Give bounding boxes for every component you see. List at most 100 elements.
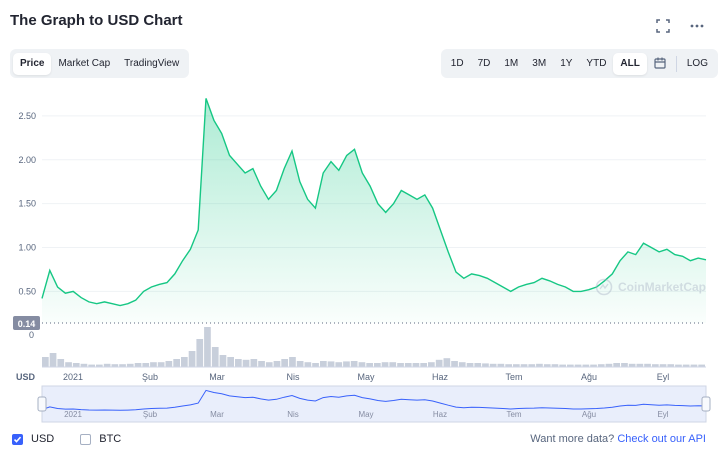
navigator[interactable]: 2021 Şub Mar Nis May Haz Tem Ağu Eyl bbox=[37, 385, 711, 423]
volume-bar bbox=[644, 363, 651, 367]
volume-bar bbox=[458, 362, 466, 367]
tab-tradingview[interactable]: TradingView bbox=[124, 57, 180, 69]
volume-bar bbox=[204, 327, 211, 367]
volume-bar bbox=[57, 359, 65, 367]
y-tick-label: 2.50 bbox=[18, 111, 36, 121]
volume-bar bbox=[428, 362, 435, 367]
volume-bar bbox=[505, 364, 512, 367]
navigator-label: Şub bbox=[143, 410, 158, 419]
price-area bbox=[42, 98, 706, 324]
chart-type-tabs: Price Market Cap TradingView bbox=[10, 49, 190, 78]
volume-bar bbox=[551, 364, 559, 367]
volume-bar bbox=[582, 364, 590, 367]
volume-bar bbox=[327, 361, 335, 367]
volume-bar bbox=[289, 357, 296, 367]
navigator-handle-right[interactable] bbox=[701, 396, 711, 412]
volume-bar bbox=[404, 363, 412, 367]
volume-bar bbox=[312, 363, 319, 367]
volume-bar bbox=[42, 357, 49, 367]
x-tick-label: Şub bbox=[142, 372, 158, 382]
volume-bar bbox=[381, 362, 389, 367]
chart-toolbar-icons bbox=[654, 17, 706, 35]
volume-bar bbox=[528, 364, 536, 367]
usd-checkbox[interactable] bbox=[12, 433, 23, 445]
range-3m[interactable]: 3M bbox=[532, 57, 547, 69]
tab-price[interactable]: Price bbox=[13, 52, 52, 75]
volume-zero-label: 0 bbox=[29, 330, 34, 340]
range-all[interactable]: ALL bbox=[613, 52, 647, 75]
volume-bar bbox=[304, 362, 312, 367]
range-1m[interactable]: 1M bbox=[504, 57, 519, 69]
volume-bar bbox=[374, 363, 381, 367]
volume-bar bbox=[497, 363, 505, 367]
volume-bar bbox=[474, 363, 482, 367]
volume-bar bbox=[451, 361, 458, 367]
volume-bar bbox=[72, 363, 80, 367]
volume-bar bbox=[513, 364, 520, 367]
volume-bar bbox=[435, 359, 443, 367]
volume-bar bbox=[103, 363, 111, 367]
volume-bar bbox=[397, 363, 404, 367]
volume-bar bbox=[597, 364, 605, 367]
volume-bar bbox=[690, 364, 698, 367]
volume-bar bbox=[188, 351, 196, 367]
volume-bar bbox=[273, 361, 281, 367]
current-price-label: 0.14 bbox=[18, 319, 36, 329]
range-7d[interactable]: 7D bbox=[477, 57, 491, 69]
x-tick-label: May bbox=[357, 372, 375, 382]
calendar-icon[interactable] bbox=[647, 53, 673, 75]
volume-bar bbox=[412, 363, 420, 367]
range-ytd[interactable]: YTD bbox=[586, 57, 607, 69]
log-scale-toggle[interactable]: LOG bbox=[686, 57, 708, 69]
volume-bar bbox=[88, 364, 95, 367]
volume-bar bbox=[605, 363, 613, 367]
volume-bar bbox=[265, 362, 273, 367]
range-1y[interactable]: 1Y bbox=[560, 57, 573, 69]
volume-bar bbox=[682, 364, 690, 367]
navigator-label: Tem bbox=[506, 410, 521, 419]
more-horizontal-icon[interactable] bbox=[688, 17, 706, 35]
volume-bar bbox=[219, 355, 227, 367]
volume-bar bbox=[675, 364, 682, 367]
navigator-labels: 2021 Şub Mar Nis May Haz Tem Ağu Eyl bbox=[64, 410, 669, 419]
navigator-label: Ağu bbox=[582, 410, 596, 419]
x-axis: 2021 Şub Mar Nis May Haz Tem Ağu Eyl bbox=[63, 372, 669, 382]
volume-bar bbox=[157, 362, 165, 367]
navigator-label: Haz bbox=[433, 410, 447, 419]
fullscreen-icon[interactable] bbox=[654, 17, 672, 35]
volume-bar bbox=[250, 359, 258, 367]
volume-bar bbox=[134, 363, 142, 367]
volume-bar bbox=[659, 364, 667, 367]
volume-bar bbox=[343, 361, 350, 367]
volume-bar bbox=[628, 363, 636, 367]
btc-checkbox[interactable] bbox=[80, 433, 92, 445]
x-tick-label: Tem bbox=[505, 372, 522, 382]
volume-bar bbox=[420, 363, 427, 367]
chart-title: The Graph to USD Chart bbox=[10, 12, 183, 29]
volume-bar bbox=[258, 361, 265, 367]
x-tick-label: Mar bbox=[209, 372, 225, 382]
api-promo-text: Want more data? bbox=[530, 433, 615, 445]
volume-bar bbox=[173, 359, 180, 367]
x-tick-label: Eyl bbox=[657, 372, 670, 382]
volume-bar bbox=[181, 357, 188, 367]
volume-bar bbox=[636, 363, 644, 367]
price-line bbox=[41, 98, 707, 307]
coinmarketcap-watermark: CoinMarketCap bbox=[595, 278, 706, 296]
volume-bar bbox=[621, 363, 628, 367]
volume-bar bbox=[296, 361, 304, 367]
volume-bar bbox=[111, 364, 119, 367]
volume-bar bbox=[489, 363, 497, 367]
x-tick-label: Ağu bbox=[581, 372, 597, 382]
volume-bar bbox=[320, 361, 327, 367]
api-link[interactable]: Check out our API bbox=[617, 433, 706, 445]
range-1d[interactable]: 1D bbox=[450, 57, 464, 69]
y-tick-label: 0.50 bbox=[18, 286, 36, 296]
navigator-handle-left[interactable] bbox=[37, 396, 47, 412]
volume-bar bbox=[667, 364, 675, 367]
y-axis: 2.50 2.00 1.50 1.00 0.50 bbox=[18, 111, 36, 296]
y-tick-label: 1.50 bbox=[18, 199, 36, 209]
volume-bar bbox=[698, 364, 705, 367]
tab-market-cap[interactable]: Market Cap bbox=[58, 57, 111, 69]
volume-bar bbox=[366, 363, 373, 367]
